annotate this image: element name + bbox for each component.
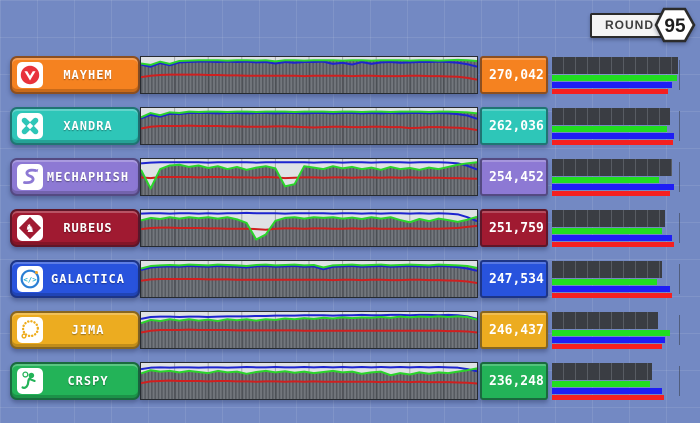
performance-chart (140, 209, 478, 247)
stat-bars (552, 362, 686, 401)
red-stat-bar (552, 344, 662, 349)
bar-max-marker (679, 111, 680, 141)
team-plate: CRSPY (10, 362, 140, 400)
stat-bars (552, 209, 686, 248)
red-stat-bar (552, 140, 673, 145)
team-plate: ♞ RUBEUS (10, 209, 140, 247)
total-score-bar (552, 210, 666, 227)
total-score-bar (552, 159, 672, 176)
red-stat-bar (552, 191, 671, 196)
blue-stat-bar (552, 388, 662, 394)
blue-stat-bar (552, 133, 675, 139)
team-name: GALACTICA (50, 272, 126, 286)
performance-chart (140, 107, 478, 145)
galactica-code-circle-icon: </> (17, 266, 43, 292)
green-stat-bar (552, 75, 677, 81)
team-plate: MECHAPHISH (10, 158, 140, 196)
crspy-dancer-icon (17, 368, 43, 394)
round-number: 95 (664, 16, 686, 37)
svg-text:♞: ♞ (25, 222, 35, 235)
green-stat-bar (552, 126, 667, 132)
score-badge: 254,452 (480, 158, 548, 196)
team-plate: JIMA (10, 311, 140, 349)
bar-max-marker (679, 162, 680, 192)
score-badge: 262,036 (480, 107, 548, 145)
bar-max-marker (679, 264, 680, 294)
score-badge: 246,437 (480, 311, 548, 349)
team-name: MECHAPHISH (46, 170, 130, 184)
performance-chart (140, 56, 478, 94)
stat-bars (552, 56, 686, 95)
blue-stat-bar (552, 337, 666, 343)
performance-chart (140, 311, 478, 349)
xandra-cross-x-icon (17, 113, 43, 139)
round-number-hex: 95 (654, 7, 696, 43)
performance-chart (140, 158, 478, 196)
total-score-bar (552, 312, 658, 329)
team-row-mayhem: MAYHEM 270,042 (10, 56, 696, 94)
bar-max-marker (679, 213, 680, 243)
green-stat-bar (552, 381, 651, 387)
green-stat-bar (552, 177, 660, 183)
green-stat-bar (552, 279, 657, 285)
team-row-rubeus: ♞ RUBEUS 251,759 (10, 209, 696, 247)
total-score-bar (552, 108, 671, 125)
team-name: JIMA (71, 323, 105, 337)
green-stat-bar (552, 228, 662, 234)
score-badge: 251,759 (480, 209, 548, 247)
team-name: XANDRA (63, 119, 113, 133)
blue-stat-bar (552, 82, 672, 88)
team-rows: MAYHEM 270,042 XANDRA 262,036 (10, 56, 696, 413)
mechaphish-fish-s-icon (17, 164, 43, 190)
score-badge: 236,248 (480, 362, 548, 400)
total-score-bar (552, 57, 678, 74)
bar-max-marker (679, 366, 680, 396)
stat-bars (552, 158, 686, 197)
team-row-crspy: CRSPY 236,248 (10, 362, 696, 400)
mayhem-bird-v-icon (17, 62, 43, 88)
team-row-xandra: XANDRA 262,036 (10, 107, 696, 145)
jima-dotted-ring-icon (17, 317, 43, 343)
team-plate: XANDRA (10, 107, 140, 145)
team-row-galactica: </> GALACTICA 247,534 (10, 260, 696, 298)
blue-stat-bar (552, 286, 671, 292)
team-row-mechaphish: MECHAPHISH 254,452 (10, 158, 696, 196)
performance-chart (140, 260, 478, 298)
bar-max-marker (679, 60, 680, 90)
total-score-bar (552, 261, 662, 278)
green-stat-bar (552, 330, 671, 336)
team-plate: MAYHEM (10, 56, 140, 94)
team-name: MAYHEM (63, 68, 113, 82)
red-stat-bar (552, 89, 668, 94)
team-name: RUBEUS (63, 221, 113, 235)
blue-stat-bar (552, 184, 675, 190)
red-stat-bar (552, 293, 672, 298)
score-badge: 270,042 (480, 56, 548, 94)
stat-bars (552, 311, 686, 350)
bar-max-marker (679, 315, 680, 345)
blue-stat-bar (552, 235, 672, 241)
team-name: CRSPY (67, 374, 109, 388)
team-row-jima: JIMA 246,437 (10, 311, 696, 349)
rubeus-knight-diamond-icon: ♞ (17, 215, 43, 241)
round-badge: ROUND 95 (590, 7, 696, 43)
performance-chart (140, 362, 478, 400)
svg-text:</>: </> (23, 275, 37, 284)
stat-bars (552, 260, 686, 299)
red-stat-bar (552, 395, 665, 400)
score-badge: 247,534 (480, 260, 548, 298)
team-plate: </> GALACTICA (10, 260, 140, 298)
red-stat-bar (552, 242, 675, 247)
total-score-bar (552, 363, 652, 380)
stat-bars (552, 107, 686, 146)
